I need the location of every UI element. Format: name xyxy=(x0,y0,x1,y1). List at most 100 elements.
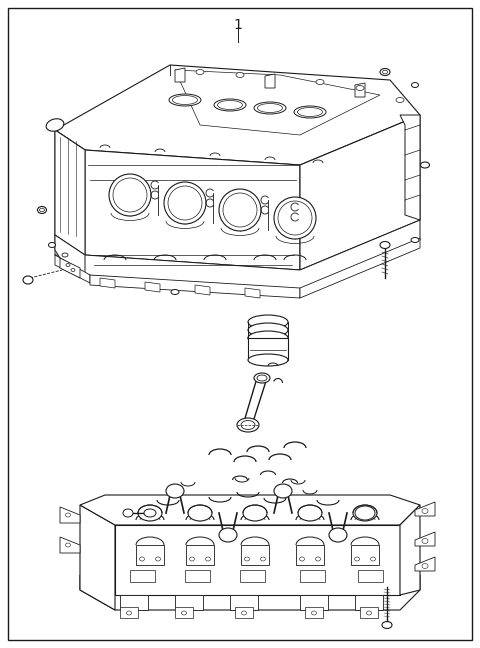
Polygon shape xyxy=(55,65,420,165)
Ellipse shape xyxy=(329,528,347,542)
Polygon shape xyxy=(130,570,155,582)
Ellipse shape xyxy=(380,69,390,76)
Ellipse shape xyxy=(196,69,204,75)
Ellipse shape xyxy=(144,509,156,517)
Ellipse shape xyxy=(248,354,288,366)
Ellipse shape xyxy=(422,509,428,513)
Polygon shape xyxy=(241,545,269,565)
Ellipse shape xyxy=(248,323,288,337)
Ellipse shape xyxy=(422,564,428,568)
Polygon shape xyxy=(360,607,378,618)
Ellipse shape xyxy=(181,611,187,615)
Polygon shape xyxy=(230,595,258,610)
Ellipse shape xyxy=(164,182,206,224)
Ellipse shape xyxy=(62,253,68,257)
Ellipse shape xyxy=(355,506,375,520)
Polygon shape xyxy=(175,607,193,618)
Ellipse shape xyxy=(411,238,419,242)
Ellipse shape xyxy=(205,557,211,561)
Polygon shape xyxy=(120,607,138,618)
Polygon shape xyxy=(235,607,253,618)
Ellipse shape xyxy=(298,505,322,521)
Ellipse shape xyxy=(254,102,286,114)
Ellipse shape xyxy=(300,557,304,561)
Ellipse shape xyxy=(109,174,151,216)
Ellipse shape xyxy=(219,189,261,231)
Ellipse shape xyxy=(371,557,375,561)
Ellipse shape xyxy=(23,276,33,284)
Polygon shape xyxy=(55,255,90,283)
Polygon shape xyxy=(240,570,265,582)
Ellipse shape xyxy=(48,242,56,248)
Ellipse shape xyxy=(312,611,316,615)
Ellipse shape xyxy=(190,557,194,561)
Polygon shape xyxy=(80,575,420,610)
Ellipse shape xyxy=(422,538,428,544)
Polygon shape xyxy=(300,570,325,582)
Ellipse shape xyxy=(172,95,197,104)
Polygon shape xyxy=(186,545,214,565)
Polygon shape xyxy=(55,235,85,275)
Ellipse shape xyxy=(261,557,265,561)
Ellipse shape xyxy=(274,484,292,498)
Ellipse shape xyxy=(353,505,377,521)
Text: 1: 1 xyxy=(234,18,242,32)
Polygon shape xyxy=(300,238,420,298)
Polygon shape xyxy=(115,525,400,595)
Polygon shape xyxy=(400,115,420,220)
Polygon shape xyxy=(90,275,300,298)
Ellipse shape xyxy=(294,106,326,118)
Polygon shape xyxy=(145,282,160,292)
Ellipse shape xyxy=(219,528,237,542)
Polygon shape xyxy=(55,235,85,275)
Ellipse shape xyxy=(217,100,242,110)
Ellipse shape xyxy=(166,484,184,498)
Ellipse shape xyxy=(237,418,259,432)
Ellipse shape xyxy=(383,70,387,74)
Ellipse shape xyxy=(396,97,404,102)
Polygon shape xyxy=(60,258,80,278)
Ellipse shape xyxy=(315,557,321,561)
Polygon shape xyxy=(358,570,383,582)
Ellipse shape xyxy=(248,315,288,329)
Polygon shape xyxy=(60,537,80,553)
Ellipse shape xyxy=(138,505,162,521)
Polygon shape xyxy=(100,278,115,288)
Polygon shape xyxy=(175,595,203,610)
Ellipse shape xyxy=(243,505,267,521)
Polygon shape xyxy=(351,545,379,565)
Ellipse shape xyxy=(71,268,75,272)
Ellipse shape xyxy=(356,86,364,91)
Polygon shape xyxy=(185,570,210,582)
Polygon shape xyxy=(355,595,383,610)
Polygon shape xyxy=(175,70,380,135)
Ellipse shape xyxy=(46,119,64,132)
Ellipse shape xyxy=(65,513,71,517)
Ellipse shape xyxy=(355,557,360,561)
Ellipse shape xyxy=(316,80,324,84)
Ellipse shape xyxy=(278,201,312,235)
Polygon shape xyxy=(355,83,365,97)
Polygon shape xyxy=(55,220,420,290)
Polygon shape xyxy=(175,68,185,82)
Polygon shape xyxy=(300,595,328,610)
Polygon shape xyxy=(415,502,435,516)
Ellipse shape xyxy=(380,242,390,248)
Polygon shape xyxy=(80,495,420,525)
Ellipse shape xyxy=(127,611,132,615)
Ellipse shape xyxy=(298,108,323,117)
Ellipse shape xyxy=(39,208,45,212)
Ellipse shape xyxy=(257,375,267,381)
Ellipse shape xyxy=(123,509,133,517)
Ellipse shape xyxy=(171,290,179,294)
Polygon shape xyxy=(296,545,324,565)
Polygon shape xyxy=(120,595,148,610)
Polygon shape xyxy=(60,507,80,523)
Ellipse shape xyxy=(169,94,201,106)
Ellipse shape xyxy=(420,162,430,168)
Polygon shape xyxy=(415,532,435,546)
Polygon shape xyxy=(80,505,115,610)
Polygon shape xyxy=(400,505,420,595)
Polygon shape xyxy=(265,74,275,88)
Ellipse shape xyxy=(66,264,70,266)
